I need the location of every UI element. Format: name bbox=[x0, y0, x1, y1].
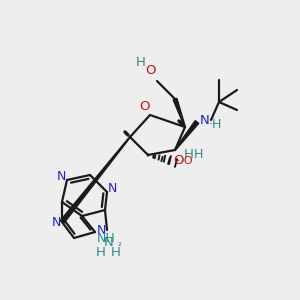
Text: N: N bbox=[200, 113, 210, 127]
Text: N: N bbox=[56, 170, 66, 184]
Text: ₂: ₂ bbox=[118, 238, 122, 248]
Text: N: N bbox=[107, 182, 117, 194]
Polygon shape bbox=[175, 121, 199, 150]
Text: N: N bbox=[96, 224, 106, 238]
Text: H: H bbox=[96, 245, 106, 259]
Text: ···O: ···O bbox=[174, 156, 194, 166]
Text: NH: NH bbox=[97, 232, 116, 245]
Text: N: N bbox=[104, 236, 114, 250]
Text: O: O bbox=[139, 100, 149, 113]
Text: H: H bbox=[184, 148, 194, 160]
Text: H: H bbox=[136, 56, 146, 68]
Polygon shape bbox=[60, 137, 130, 224]
Text: ·H: ·H bbox=[208, 118, 222, 130]
Text: O: O bbox=[145, 64, 155, 77]
Polygon shape bbox=[173, 98, 185, 127]
Text: H: H bbox=[111, 245, 121, 259]
Text: O: O bbox=[174, 154, 184, 166]
Text: N: N bbox=[51, 217, 61, 230]
Text: H: H bbox=[193, 148, 203, 161]
